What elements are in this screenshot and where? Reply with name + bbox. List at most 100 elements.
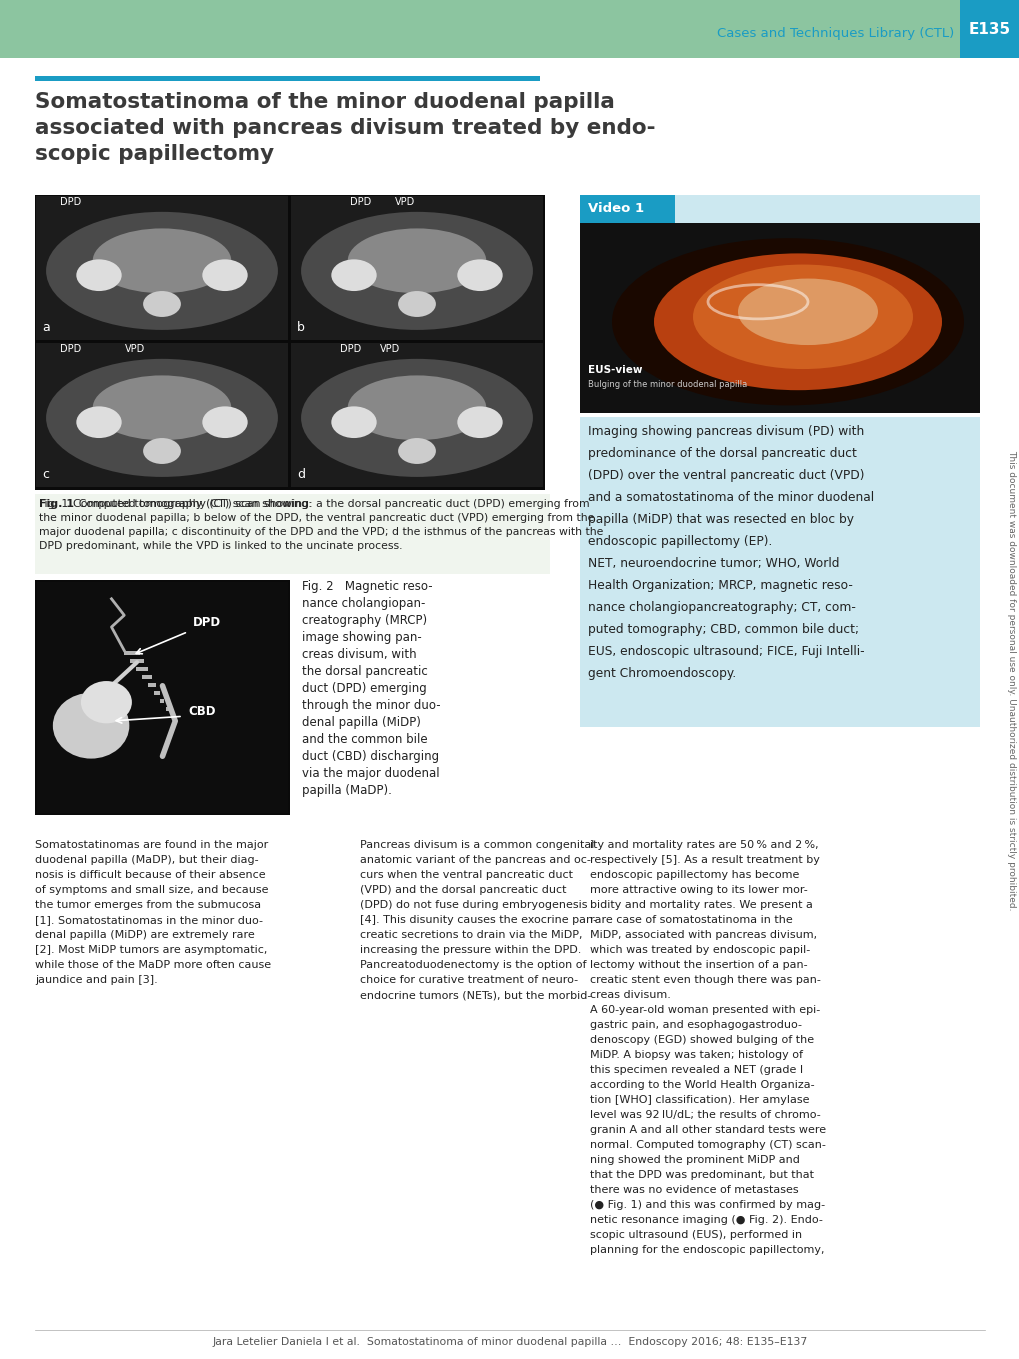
Bar: [137, 666, 148, 670]
Ellipse shape: [301, 212, 532, 330]
Text: tion [WHO] classification). Her amylase: tion [WHO] classification). Her amylase: [589, 1095, 809, 1105]
Text: Jara Letelier Daniela I et al.  Somatostatinoma of minor duodenal papilla …  End: Jara Letelier Daniela I et al. Somatosta…: [212, 1337, 807, 1347]
Bar: [160, 699, 164, 703]
Bar: [37, 582, 287, 813]
Text: jaundice and pain [3].: jaundice and pain [3].: [35, 974, 158, 985]
Text: more attractive owing to its lower mor-: more attractive owing to its lower mor-: [589, 885, 807, 896]
Text: this specimen revealed a NET (grade I: this specimen revealed a NET (grade I: [589, 1065, 802, 1075]
Text: bidity and mortality rates. We present a: bidity and mortality rates. We present a: [589, 900, 812, 911]
Text: creatic stent even though there was pan-: creatic stent even though there was pan-: [589, 974, 820, 985]
Bar: [290, 196, 542, 340]
Text: scopic papillectomy: scopic papillectomy: [35, 144, 274, 164]
Text: gent Chromoendoscopy.: gent Chromoendoscopy.: [587, 667, 736, 680]
Bar: [35, 495, 549, 573]
Ellipse shape: [76, 406, 121, 438]
Ellipse shape: [46, 212, 277, 330]
Text: (DPD) over the ventral pancreatic duct (VPD): (DPD) over the ventral pancreatic duct (…: [587, 469, 864, 482]
Text: Imaging showing pancreas divisum (PD) with: Imaging showing pancreas divisum (PD) wi…: [587, 425, 863, 438]
Text: EUS, endoscopic ultrasound; FICE, Fuji Intelli-: EUS, endoscopic ultrasound; FICE, Fuji I…: [587, 646, 864, 658]
Ellipse shape: [53, 693, 129, 758]
Text: VPD: VPD: [380, 344, 399, 353]
Text: granin A and all other standard tests were: granin A and all other standard tests we…: [589, 1125, 825, 1135]
Bar: [36, 196, 287, 340]
Text: Somatostatinomas are found in the major: Somatostatinomas are found in the major: [35, 840, 268, 849]
Text: (VPD) and the dorsal pancreatic duct: (VPD) and the dorsal pancreatic duct: [360, 885, 566, 896]
Text: DPD: DPD: [60, 344, 82, 353]
Ellipse shape: [692, 265, 912, 370]
Ellipse shape: [457, 406, 502, 438]
Text: puted tomography; CBD, common bile duct;: puted tomography; CBD, common bile duct;: [587, 622, 858, 636]
Text: anatomic variant of the pancreas and oc-: anatomic variant of the pancreas and oc-: [360, 855, 590, 864]
Bar: [35, 580, 289, 815]
Text: MiDP. A biopsy was taken; histology of: MiDP. A biopsy was taken; histology of: [589, 1051, 802, 1060]
Ellipse shape: [397, 291, 435, 317]
Text: [1]. Somatostatinomas in the minor duo-: [1]. Somatostatinomas in the minor duo-: [35, 915, 263, 925]
Text: (DPD) do not fuse during embryogenesis: (DPD) do not fuse during embryogenesis: [360, 900, 587, 911]
Text: VPD: VPD: [125, 344, 145, 353]
Ellipse shape: [46, 359, 277, 477]
Text: nosis is difficult because of their absence: nosis is difficult because of their abse…: [35, 870, 265, 881]
Text: choice for curative treatment of neuro-: choice for curative treatment of neuro-: [360, 974, 578, 985]
Ellipse shape: [301, 359, 532, 477]
Ellipse shape: [143, 291, 180, 317]
Text: CBD: CBD: [187, 705, 215, 718]
Ellipse shape: [331, 260, 376, 291]
Text: nance cholangiopancreatography; CT, com-: nance cholangiopancreatography; CT, com-: [587, 601, 855, 614]
Text: endoscopic papillectomy (EP).: endoscopic papillectomy (EP).: [587, 535, 771, 548]
Text: and the common bile: and the common bile: [302, 733, 427, 746]
Text: duodenal papilla (MaDP), but their diag-: duodenal papilla (MaDP), but their diag-: [35, 855, 259, 864]
Text: This document was downloaded for personal use only. Unauthorized distribution is: This document was downloaded for persona…: [1007, 450, 1016, 911]
Text: according to the World Health Organiza-: according to the World Health Organiza-: [589, 1080, 814, 1090]
Text: creas divisum.: creas divisum.: [589, 989, 671, 1000]
Text: b: b: [297, 321, 305, 334]
Text: gastric pain, and esophagogastroduo-: gastric pain, and esophagogastroduo-: [589, 1021, 801, 1030]
Text: Computed tomography (CT) scan showing:: Computed tomography (CT) scan showing:: [73, 499, 315, 510]
Text: the minor duodenal papilla; ​b​ below of the DPD, the ventral pancreatic duct (V: the minor duodenal papilla; ​b​ below of…: [39, 512, 594, 523]
Bar: [580, 194, 675, 223]
Bar: [36, 342, 287, 487]
Ellipse shape: [611, 238, 963, 405]
Text: Bulging of the minor duodenal papilla: Bulging of the minor duodenal papilla: [587, 381, 747, 389]
Bar: [290, 342, 542, 487]
Text: denal papilla (MiDP): denal papilla (MiDP): [302, 716, 421, 728]
Text: papilla (MaDP).: papilla (MaDP).: [302, 784, 391, 796]
Text: increasing the pressure within the DPD.: increasing the pressure within the DPD.: [360, 945, 581, 955]
Text: Fig. 1: Fig. 1: [39, 499, 74, 510]
Text: DPD: DPD: [60, 197, 82, 207]
Text: denoscopy (EGD) showed bulging of the: denoscopy (EGD) showed bulging of the: [589, 1036, 813, 1045]
Text: DPD: DPD: [339, 344, 361, 353]
Bar: [124, 651, 141, 655]
Text: which was treated by endoscopic papil-: which was treated by endoscopic papil-: [589, 945, 809, 955]
Text: level was 92 IU/dL; the results of chromo-: level was 92 IU/dL; the results of chrom…: [589, 1110, 820, 1120]
Ellipse shape: [653, 253, 942, 390]
Ellipse shape: [347, 228, 486, 294]
Ellipse shape: [347, 375, 486, 440]
Text: (● Fig. 1) and this was confirmed by mag-: (● Fig. 1) and this was confirmed by mag…: [589, 1200, 824, 1210]
Text: Somatostatinoma of the minor duodenal papilla: Somatostatinoma of the minor duodenal pa…: [35, 92, 614, 111]
Text: curs when the ventral pancreatic duct: curs when the ventral pancreatic duct: [360, 870, 573, 881]
Text: major duodenal papilla; ​c​ discontinuity of the DPD and the VPD; ​d​ the isthmu: major duodenal papilla; ​c​ discontinuit…: [39, 527, 603, 537]
Text: predominance of the dorsal pancreatic duct: predominance of the dorsal pancreatic du…: [587, 447, 856, 459]
Text: rare case of somatostatinoma in the: rare case of somatostatinoma in the: [589, 915, 792, 925]
Bar: [580, 223, 979, 413]
Text: ity and mortality rates are 50 % and 2 %,: ity and mortality rates are 50 % and 2 %…: [589, 840, 818, 849]
Text: Pancreatoduodenectomy is the option of: Pancreatoduodenectomy is the option of: [360, 959, 586, 970]
Text: endoscopic papillectomy has become: endoscopic papillectomy has become: [589, 870, 799, 881]
Bar: [154, 690, 160, 694]
Text: while those of the MaDP more often cause: while those of the MaDP more often cause: [35, 959, 271, 970]
Text: creas divisum, with: creas divisum, with: [302, 648, 416, 660]
Text: papilla (MiDP) that was resected en bloc by: papilla (MiDP) that was resected en bloc…: [587, 512, 853, 526]
Ellipse shape: [331, 406, 376, 438]
Text: VPD: VPD: [394, 197, 415, 207]
Text: netic resonance imaging (● Fig. 2). Endo-: netic resonance imaging (● Fig. 2). Endo…: [589, 1215, 822, 1224]
Ellipse shape: [93, 228, 231, 294]
Text: the tumor emerges from the submucosa: the tumor emerges from the submucosa: [35, 900, 261, 911]
Text: through the minor duo-: through the minor duo-: [302, 699, 440, 712]
Text: Pancreas divisum is a common congenital: Pancreas divisum is a common congenital: [360, 840, 594, 849]
Text: respectively [5]. As a result treatment by: respectively [5]. As a result treatment …: [589, 855, 819, 864]
Text: endocrine tumors (NETs), but the morbid-: endocrine tumors (NETs), but the morbid-: [360, 989, 591, 1000]
Ellipse shape: [93, 375, 231, 440]
Text: there was no evidence of metastases: there was no evidence of metastases: [589, 1185, 798, 1195]
Text: scopic ultrasound (EUS), performed in: scopic ultrasound (EUS), performed in: [589, 1230, 801, 1239]
Text: MiDP, associated with pancreas divisum,: MiDP, associated with pancreas divisum,: [589, 930, 816, 940]
